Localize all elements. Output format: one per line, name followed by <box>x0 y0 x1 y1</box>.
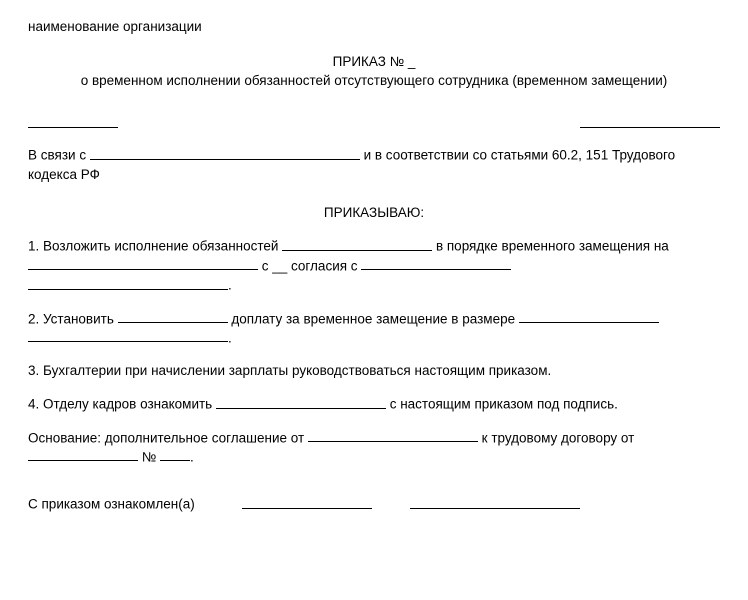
blank-field <box>90 146 360 160</box>
blank-field <box>28 115 118 129</box>
blank-field <box>28 329 228 343</box>
text: № <box>138 449 160 464</box>
basis: Основание: дополнительное соглашение от … <box>28 429 720 468</box>
text: Основание: дополнительное соглашение от <box>28 430 308 445</box>
text: в порядке временного замещения на <box>432 239 669 254</box>
blank-field <box>282 237 432 251</box>
blank-field <box>242 495 372 509</box>
text: к трудовому договору от <box>478 430 634 445</box>
blank-field <box>28 257 258 271</box>
text: С приказом ознакомлен(а) <box>28 497 195 512</box>
text: В связи с <box>28 148 90 163</box>
text: 4. Отделу кадров ознакомить <box>28 397 216 412</box>
text: 1. Возложить исполнение обязанностей <box>28 239 282 254</box>
text: с настоящим приказом под подпись. <box>386 397 618 412</box>
item-1: 1. Возложить исполнение обязанностей в п… <box>28 237 720 295</box>
item-2: 2. Установить доплату за временное замещ… <box>28 310 720 349</box>
order-title: ПРИКАЗ № _ <box>28 53 720 72</box>
text: . <box>190 449 194 464</box>
text: . <box>228 278 232 293</box>
preamble: В связи с и в соответствии со статьями 6… <box>28 146 720 184</box>
item-4: 4. Отделу кадров ознакомить с настоящим … <box>28 395 720 414</box>
blank-field <box>308 429 478 443</box>
blank-field <box>580 115 720 129</box>
text: с __ согласия с <box>258 258 361 273</box>
blank-field <box>410 495 580 509</box>
blank-field <box>160 448 190 462</box>
text: доплату за временное замещение в размере <box>228 311 519 326</box>
blank-field <box>118 310 228 324</box>
blank-field <box>28 276 228 290</box>
decree-heading: ПРИКАЗЫВАЮ: <box>28 204 720 223</box>
blank-field <box>28 448 138 462</box>
blank-field <box>361 257 511 271</box>
text: 2. Установить <box>28 311 118 326</box>
document-page: наименование организации ПРИКАЗ № _ о вр… <box>0 0 748 600</box>
date-place-row <box>28 115 720 129</box>
order-subtitle: о временном исполнении обязанностей отсу… <box>28 72 720 91</box>
acknowledgement: С приказом ознакомлен(а) <box>28 495 720 514</box>
blank-field <box>519 310 659 324</box>
item-3: 3. Бухгалтерии при начислении зарплаты р… <box>28 362 720 381</box>
text: . <box>228 330 232 345</box>
blank-field <box>216 395 386 409</box>
organization-label: наименование организации <box>28 18 720 37</box>
